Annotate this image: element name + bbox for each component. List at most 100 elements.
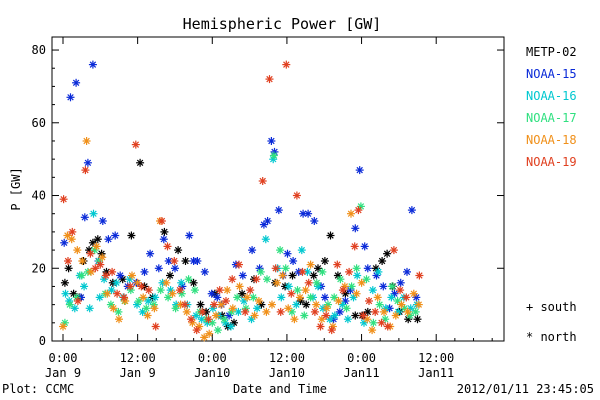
data-point xyxy=(312,300,321,309)
data-point xyxy=(351,224,360,233)
data-point xyxy=(317,315,326,324)
data-point xyxy=(70,304,79,313)
data-point xyxy=(100,275,109,284)
data-point xyxy=(334,297,343,305)
legend-item: NOAA-16 xyxy=(526,89,577,103)
data-point xyxy=(387,293,396,302)
data-point xyxy=(269,151,278,160)
data-point xyxy=(368,326,377,335)
legend-item: METP-02 xyxy=(526,45,577,59)
data-point xyxy=(156,286,165,295)
data-point xyxy=(357,278,366,287)
data-point xyxy=(108,267,117,276)
data-point xyxy=(372,271,381,280)
data-point xyxy=(298,267,307,276)
data-point xyxy=(369,318,378,327)
data-point xyxy=(373,293,382,302)
data-point xyxy=(82,137,91,145)
data-point xyxy=(86,249,95,258)
data-point xyxy=(368,286,377,295)
data-point xyxy=(342,304,351,313)
data-point xyxy=(243,293,252,302)
data-point xyxy=(248,246,257,255)
marker-legend: + south * north xyxy=(526,300,577,344)
data-point xyxy=(350,242,359,251)
data-point xyxy=(112,278,121,287)
data-point xyxy=(256,267,265,276)
data-point xyxy=(325,315,334,324)
legend-item: NOAA-17 xyxy=(526,111,577,125)
data-point xyxy=(335,307,344,316)
data-point xyxy=(95,293,104,302)
data-point xyxy=(73,297,82,305)
y-tick-label: 80 xyxy=(32,43,46,57)
data-point xyxy=(403,307,412,316)
data-point xyxy=(246,286,255,295)
data-point xyxy=(235,282,244,291)
x-tick-label-date: Jan10 xyxy=(269,366,305,380)
data-point xyxy=(281,264,290,273)
data-point xyxy=(101,271,110,280)
data-point xyxy=(78,257,87,265)
data-point xyxy=(115,315,123,324)
data-point xyxy=(136,158,145,167)
data-point xyxy=(415,271,424,280)
data-point xyxy=(80,282,89,291)
data-point xyxy=(271,264,280,273)
data-point xyxy=(121,297,130,305)
data-point xyxy=(67,235,76,244)
data-point xyxy=(146,249,155,258)
data-point xyxy=(278,271,287,280)
data-point xyxy=(365,297,373,305)
plot-frame xyxy=(51,36,505,342)
data-point xyxy=(233,293,242,302)
data-point xyxy=(139,293,148,302)
data-point xyxy=(83,158,92,167)
data-point xyxy=(353,271,362,280)
data-point xyxy=(330,311,339,320)
data-point xyxy=(292,191,301,200)
data-point xyxy=(182,307,191,316)
data-point xyxy=(187,315,196,324)
data-point xyxy=(181,257,190,265)
footer-credit: Plot: CCMC xyxy=(2,382,74,396)
data-point xyxy=(304,278,313,287)
data-point xyxy=(354,206,363,215)
data-point xyxy=(222,297,230,305)
data-point xyxy=(140,267,149,276)
data-point xyxy=(60,238,69,247)
data-point xyxy=(402,293,411,302)
data-point xyxy=(380,307,388,316)
marker-legend-item: * north xyxy=(526,330,577,344)
data-point xyxy=(207,289,216,298)
x-tick-label-date: Jan 9 xyxy=(45,366,81,380)
data-point xyxy=(378,257,387,265)
data-point xyxy=(184,275,193,284)
data-point xyxy=(407,206,416,215)
data-point xyxy=(208,304,217,313)
data-point xyxy=(151,322,160,331)
data-point xyxy=(391,311,400,320)
data-point xyxy=(66,93,75,102)
data-point xyxy=(200,267,209,276)
data-point xyxy=(111,231,120,240)
data-point xyxy=(157,217,166,225)
data-point xyxy=(263,275,271,284)
data-point xyxy=(284,282,293,291)
x-tick-label-date: Jan10 xyxy=(194,366,230,380)
data-point xyxy=(195,322,204,331)
data-point xyxy=(72,293,81,302)
data-point xyxy=(200,333,209,342)
data-point xyxy=(103,289,112,298)
data-point xyxy=(151,293,160,302)
data-point xyxy=(65,300,74,309)
data-point xyxy=(85,304,94,313)
data-point xyxy=(389,246,398,255)
data-point xyxy=(330,293,339,302)
data-point xyxy=(314,282,322,291)
data-point xyxy=(252,275,261,284)
data-point xyxy=(196,300,205,309)
data-point xyxy=(150,304,159,313)
data-point xyxy=(287,289,296,298)
y-tick-label: 0 xyxy=(39,334,46,348)
